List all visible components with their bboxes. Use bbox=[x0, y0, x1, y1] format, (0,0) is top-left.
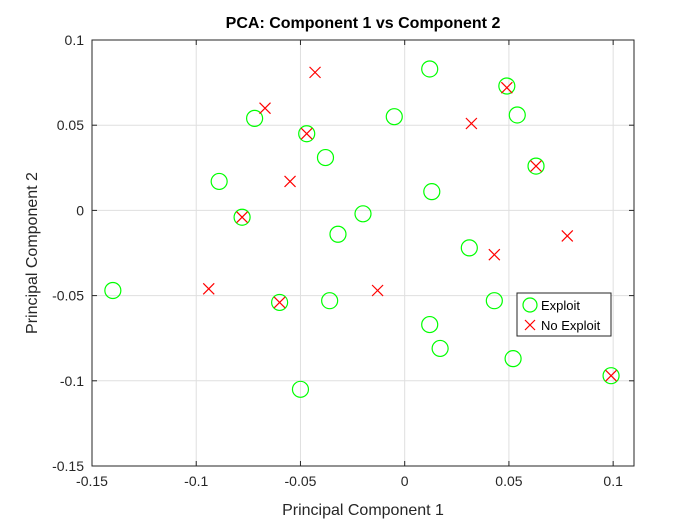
y-tick-label: 0.05 bbox=[57, 117, 84, 133]
no-exploit-point bbox=[284, 175, 296, 188]
exploit-point bbox=[423, 183, 441, 201]
exploit-point bbox=[233, 208, 251, 226]
no-exploit-point bbox=[605, 369, 617, 382]
y-tick-label: -0.05 bbox=[52, 288, 84, 304]
y-tick-label: 0.1 bbox=[65, 32, 85, 48]
no-exploit-point bbox=[202, 282, 215, 295]
exploit-point bbox=[298, 125, 316, 143]
exploit-point bbox=[498, 77, 516, 95]
data-points bbox=[104, 60, 620, 398]
no-exploit-point bbox=[273, 296, 286, 309]
no-exploit-point bbox=[465, 117, 478, 130]
y-tick-label: -0.15 bbox=[52, 458, 84, 474]
no-exploit-point bbox=[300, 127, 313, 140]
x-tick-label: 0 bbox=[401, 473, 409, 489]
exploit-point bbox=[354, 205, 372, 223]
plot-border bbox=[91, 39, 635, 467]
exploit-point bbox=[104, 281, 122, 300]
exploit-point bbox=[210, 172, 228, 191]
exploit-point bbox=[291, 380, 310, 398]
exploit-point bbox=[421, 315, 439, 334]
x-tick-label: 0.1 bbox=[603, 473, 623, 489]
exploit-point bbox=[460, 239, 478, 257]
exploit-point bbox=[485, 292, 503, 310]
legend-exploit-marker bbox=[522, 297, 538, 313]
legend: Exploit No Exploit bbox=[516, 292, 612, 337]
chart-title: PCA: Component 1 vs Component 2 bbox=[226, 15, 501, 32]
exploit-point bbox=[431, 339, 449, 358]
x-tick-label: -0.15 bbox=[76, 473, 108, 489]
no-exploit-point bbox=[561, 230, 574, 242]
no-exploit-point bbox=[530, 160, 542, 173]
exploit-point bbox=[504, 350, 522, 368]
x-tick-label: 0.05 bbox=[495, 473, 522, 489]
exploit-point bbox=[421, 60, 439, 78]
plot-area bbox=[92, 40, 634, 466]
exploit-point bbox=[329, 225, 347, 243]
x-tick-label: -0.1 bbox=[184, 473, 208, 489]
no-exploit-point bbox=[488, 248, 501, 261]
exploit-point bbox=[271, 293, 289, 312]
y-tick-label: 0 bbox=[76, 202, 84, 218]
legend-no-exploit-marker bbox=[524, 319, 536, 331]
x-axis-label: Principal Component 1 bbox=[282, 502, 444, 519]
y-axis-label: Principal Component 2 bbox=[24, 172, 41, 334]
no-exploit-point bbox=[309, 66, 321, 79]
no-exploit-point bbox=[371, 284, 384, 297]
exploit-point bbox=[527, 157, 545, 175]
axis-ticks: -0.15 -0.1 -0.05 0 0.05 0.1 -0.15 -0.1 -0.05 0 0.0… bbox=[52, 32, 634, 489]
exploit-point bbox=[385, 108, 403, 126]
exploit-point bbox=[321, 292, 339, 310]
x-tick-label: -0.05 bbox=[285, 473, 317, 489]
exploit-point bbox=[246, 109, 264, 127]
y-tick-label: -0.1 bbox=[60, 373, 84, 389]
no-exploit-point bbox=[500, 81, 513, 94]
no-exploit-point bbox=[236, 211, 249, 224]
legend-no-exploit-label: No Exploit bbox=[541, 318, 601, 333]
grid-lines bbox=[91, 39, 634, 467]
legend-exploit-label: Exploit bbox=[541, 298, 580, 313]
exploit-point bbox=[508, 106, 526, 124]
no-exploit-point bbox=[259, 102, 271, 115]
exploit-point bbox=[316, 148, 335, 167]
exploit-point bbox=[602, 367, 620, 385]
legend-box bbox=[516, 292, 612, 337]
